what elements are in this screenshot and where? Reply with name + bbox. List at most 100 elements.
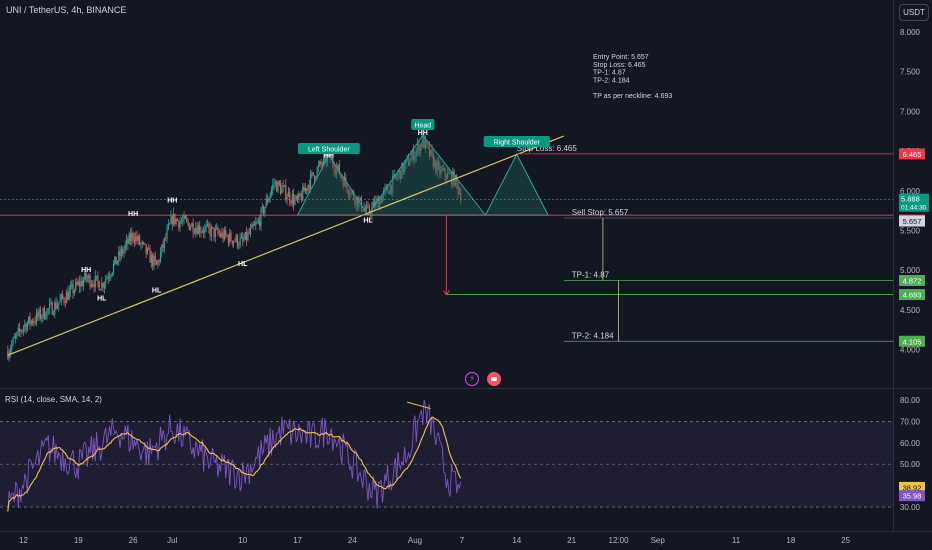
candle-body: [84, 272, 86, 281]
candle-body: [251, 224, 253, 229]
candle-body: [380, 199, 382, 203]
candle-body: [208, 223, 210, 228]
rsi-badge-bg: [899, 490, 925, 502]
candle-body: [304, 188, 306, 192]
candle-body: [200, 231, 202, 233]
candle-body: [268, 198, 270, 203]
price-tick-label: 6.000: [900, 187, 921, 196]
candle-body: [300, 195, 303, 201]
candle-body: [449, 173, 451, 175]
candle-body: [346, 184, 348, 192]
candle-body: [131, 233, 133, 241]
price-tick-label: 4.000: [900, 346, 921, 355]
rsi-indicator-title[interactable]: RSI (14, close, SMA, 14, 2): [5, 395, 102, 404]
candle-body: [195, 227, 197, 233]
candle-body: [381, 195, 383, 203]
candle-body: [342, 178, 344, 187]
candle-body: [197, 225, 199, 234]
rsi-ma-badge-bg: [899, 481, 925, 493]
currency-button[interactable]: USDT: [899, 4, 929, 21]
level-badge-1: 5.657: [903, 217, 922, 226]
candle-body: [409, 162, 411, 166]
candle-body: [312, 172, 314, 176]
candle-body: [150, 254, 152, 263]
rsi-divergence-line: [407, 401, 431, 410]
candle-body: [247, 232, 249, 241]
rsi-badge: 35.98: [903, 492, 922, 501]
lightning-icon[interactable]: ⚡: [465, 372, 479, 386]
candle-body: [324, 153, 326, 157]
candle-body: [221, 232, 223, 237]
projection-arrow-head: [442, 290, 450, 296]
candle-body: [101, 282, 103, 290]
candle-body: [460, 192, 462, 202]
candle-body: [159, 252, 162, 262]
candle-body: [165, 238, 167, 239]
candle-body: [255, 222, 257, 225]
candle-body: [55, 302, 57, 309]
candle-body: [110, 275, 112, 277]
candle-body: [145, 244, 147, 254]
candle-body: [206, 223, 209, 226]
candle-body: [428, 146, 430, 156]
candle-body: [263, 206, 265, 214]
candle-body: [137, 236, 139, 241]
candle-body: [149, 249, 151, 263]
candle-body: [186, 218, 188, 221]
candle-body: [261, 206, 263, 210]
candle-body: [448, 172, 450, 174]
left-shoulder-label-bg: [297, 143, 360, 154]
candle-body: [80, 280, 82, 287]
candle-body: [272, 184, 274, 190]
candle-body: [287, 192, 290, 198]
candle-body: [334, 170, 336, 174]
time-tick-label: 24: [348, 536, 357, 545]
candle-body: [419, 144, 421, 154]
candle-body: [50, 302, 52, 304]
candle-body: [236, 235, 239, 247]
candle-body: [405, 159, 407, 165]
rsi-tick-label: 50.00: [900, 460, 921, 469]
candle-body: [46, 309, 48, 318]
candle-body: [389, 184, 391, 194]
candle-body: [25, 324, 27, 331]
candle-body: [24, 324, 26, 327]
symbol-title[interactable]: UNI / TetherUS, 4h, BINANCE: [6, 5, 127, 15]
candle-body: [73, 290, 75, 294]
candle-body: [311, 172, 313, 174]
candle-body: [253, 224, 256, 226]
candle-body: [356, 197, 359, 207]
candle-body: [266, 198, 269, 203]
calendar-icon[interactable]: [487, 372, 501, 386]
candle-body: [140, 243, 142, 245]
candle-body: [443, 168, 445, 171]
candle-body: [119, 251, 121, 257]
candle-body: [41, 316, 43, 319]
candle-body: [392, 175, 394, 192]
candle-body: [296, 196, 299, 200]
level-badge-2: 4.872: [903, 277, 922, 286]
candle-body: [260, 209, 262, 227]
candle-body: [234, 241, 236, 242]
time-tick-label: 19: [74, 536, 83, 545]
candle-body: [71, 284, 73, 287]
swing-label-hl: HL: [97, 295, 107, 302]
candle-body: [283, 185, 286, 186]
candle-body: [436, 162, 438, 172]
candle-body: [64, 301, 66, 304]
candle-body: [69, 286, 72, 291]
candle-body: [456, 175, 458, 184]
candle-body: [183, 215, 185, 221]
candle-body: [235, 235, 237, 242]
candle-body: [191, 223, 193, 227]
candle-body: [244, 232, 246, 240]
candle-body: [370, 213, 372, 216]
candle-body: [259, 220, 261, 227]
candle-body: [321, 164, 323, 166]
info-line-2: TP-1: 4.87: [593, 70, 626, 77]
candle-body: [105, 279, 107, 284]
price-tick-label: 7.000: [900, 107, 921, 116]
candle-body: [371, 206, 373, 216]
candle-body: [269, 194, 271, 199]
